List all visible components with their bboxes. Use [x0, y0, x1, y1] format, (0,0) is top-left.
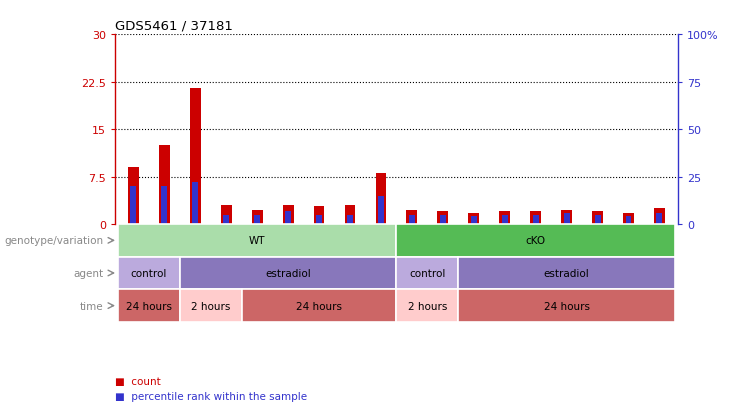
Bar — [623, 213, 634, 225]
Bar — [378, 196, 384, 225]
Bar — [489, 225, 520, 413]
Bar — [149, 225, 180, 413]
Bar — [242, 290, 396, 322]
Text: 24 hours: 24 hours — [126, 301, 172, 311]
Text: 2 hours: 2 hours — [408, 301, 447, 311]
Bar — [304, 225, 334, 413]
Bar — [657, 213, 662, 225]
Bar — [396, 225, 428, 413]
Text: agent: agent — [73, 268, 104, 278]
Bar — [459, 257, 675, 290]
Bar — [180, 257, 396, 290]
Bar — [471, 217, 476, 225]
Bar — [162, 187, 167, 225]
Text: cKO: cKO — [525, 236, 545, 246]
Text: time: time — [80, 301, 104, 311]
Text: GDS5461 / 37181: GDS5461 / 37181 — [115, 19, 233, 33]
Bar — [594, 215, 600, 225]
Bar — [159, 145, 170, 225]
Bar — [499, 212, 510, 225]
Text: ■  percentile rank within the sample: ■ percentile rank within the sample — [115, 391, 307, 401]
Bar — [221, 206, 232, 225]
Bar — [396, 290, 459, 322]
Bar — [316, 215, 322, 225]
Bar — [396, 225, 675, 257]
Bar — [592, 212, 603, 225]
Bar — [468, 213, 479, 225]
Bar — [210, 225, 242, 413]
Bar — [437, 212, 448, 225]
Bar — [440, 215, 446, 225]
Text: 24 hours: 24 hours — [544, 301, 590, 311]
Bar — [428, 225, 459, 413]
Bar — [193, 183, 199, 225]
Bar — [502, 215, 508, 225]
Bar — [396, 257, 459, 290]
Bar — [118, 290, 180, 322]
Text: 24 hours: 24 hours — [296, 301, 342, 311]
Text: estradiol: estradiol — [265, 268, 311, 278]
Text: control: control — [130, 268, 167, 278]
Bar — [130, 187, 136, 225]
Bar — [118, 257, 180, 290]
Bar — [561, 211, 572, 225]
Bar — [285, 211, 291, 225]
Bar — [459, 225, 489, 413]
Bar — [613, 225, 644, 413]
Bar — [409, 215, 415, 225]
Bar — [551, 225, 582, 413]
Bar — [180, 290, 242, 322]
Bar — [582, 225, 613, 413]
Bar — [283, 206, 293, 225]
Bar — [118, 225, 149, 413]
Bar — [252, 211, 262, 225]
Bar — [533, 215, 539, 225]
Bar — [313, 207, 325, 225]
Text: ■  count: ■ count — [115, 376, 161, 386]
Text: control: control — [409, 268, 445, 278]
Bar — [190, 89, 201, 225]
Bar — [345, 206, 356, 225]
Bar — [644, 225, 675, 413]
Text: genotype/variation: genotype/variation — [4, 236, 104, 246]
Bar — [365, 225, 396, 413]
Bar — [531, 212, 541, 225]
Bar — [128, 168, 139, 225]
Text: WT: WT — [249, 236, 265, 246]
Bar — [564, 213, 570, 225]
Text: 2 hours: 2 hours — [191, 301, 230, 311]
Bar — [407, 211, 417, 225]
Bar — [242, 225, 273, 413]
Bar — [625, 217, 631, 225]
Bar — [254, 215, 260, 225]
Text: estradiol: estradiol — [544, 268, 590, 278]
Bar — [347, 215, 353, 225]
Bar — [334, 225, 365, 413]
Bar — [118, 225, 396, 257]
Bar — [654, 209, 665, 225]
Bar — [459, 290, 675, 322]
Bar — [223, 215, 229, 225]
Bar — [273, 225, 304, 413]
Bar — [376, 174, 386, 225]
Bar — [520, 225, 551, 413]
Bar — [180, 225, 210, 413]
